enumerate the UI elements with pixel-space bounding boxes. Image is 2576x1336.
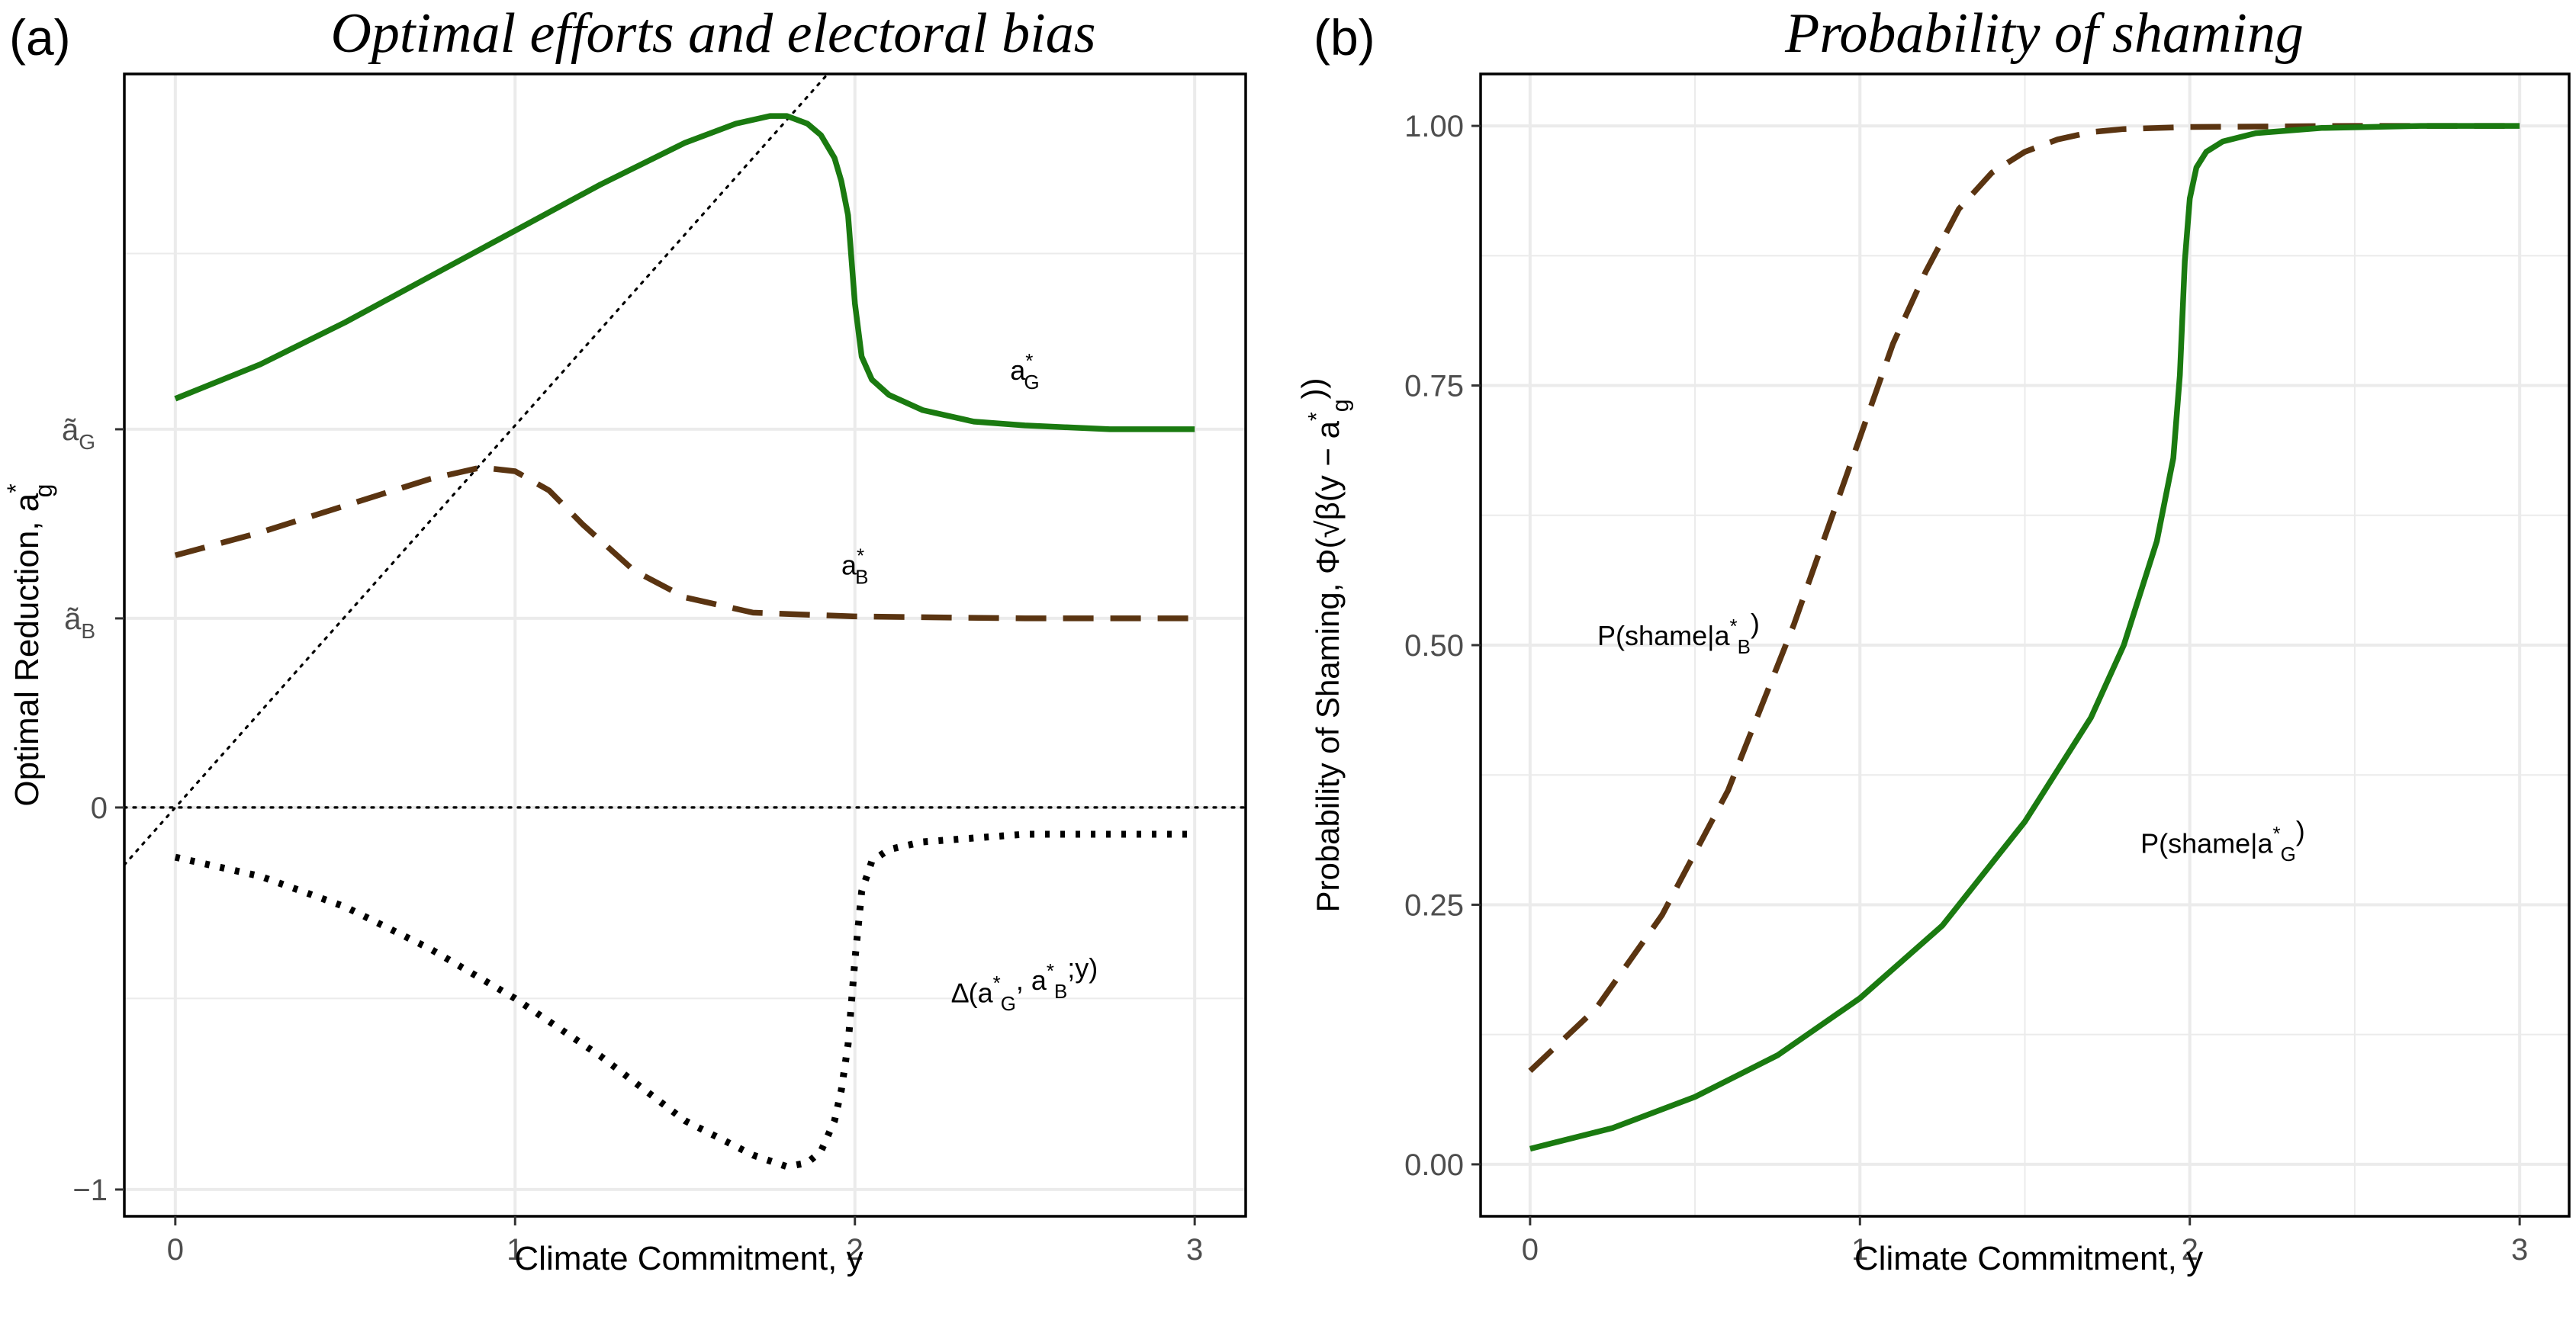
x-tick-label: 2	[2182, 1233, 2198, 1267]
panel-a-label: (a)	[9, 9, 71, 66]
label-aG-sup: *	[1025, 349, 1033, 372]
grid	[124, 74, 1246, 1216]
series-line	[174, 830, 1195, 1171]
chart-title: Probability of shaming	[1784, 2, 2304, 65]
x-tick-label: 2	[847, 1233, 863, 1267]
y-tick-text: 0.25	[1404, 888, 1464, 922]
label-p-shame-b-part: )	[1751, 608, 1760, 639]
y-tick-subscript: G	[79, 430, 95, 454]
diagonal-line	[124, 74, 830, 866]
y-tick-label: ãB	[64, 602, 95, 643]
y-axis-label-text: Optimal Reduction, a	[8, 493, 46, 806]
y-tick-label: 0.25	[1404, 888, 1464, 922]
y-tick-label: 0.00	[1404, 1148, 1464, 1182]
x-tick-label: 0	[167, 1233, 184, 1267]
label-p-shame-g-part: *	[2273, 824, 2281, 845]
y-tick-label: 0.75	[1404, 370, 1464, 403]
x-axis-label: Climate Commitment, y	[1854, 1240, 2203, 1277]
y-tick-text: 1.00	[1404, 110, 1464, 143]
label-aG-sub: G	[1024, 371, 1039, 393]
label-aG: a* G	[1010, 349, 1039, 393]
label-p-shame-g-part: )	[2296, 815, 2305, 846]
y-tick-text: 0	[91, 792, 108, 825]
grid	[1481, 74, 2569, 1216]
label-delta-part: *	[993, 973, 1001, 994]
series-line	[1529, 123, 2520, 1152]
label-p-shame-b-part: B	[1738, 637, 1751, 658]
y-axis-label-part: *	[1304, 412, 1330, 421]
y-tick-label: ãG	[62, 413, 95, 454]
label-aB-sub: B	[855, 565, 868, 588]
y-axis-label-sup: *	[2, 483, 30, 493]
label-aB: a* B	[841, 544, 869, 588]
y-tick-text: 0.50	[1404, 629, 1464, 663]
y-axis-label: Probability of Shaming, Φ(√β(y − a*g))	[1295, 377, 1354, 912]
label-aG-base: a	[1010, 355, 1026, 386]
label-delta-part: ∆(a	[952, 977, 994, 1008]
series-line	[174, 113, 1195, 432]
plot-area	[1528, 123, 2520, 1152]
y-tick-label: 0	[91, 792, 108, 825]
y-tick-label: −1	[72, 1174, 108, 1207]
panel-b-label: (b)	[1314, 9, 1375, 66]
x-tick-label: 3	[2511, 1233, 2528, 1267]
plot-area	[124, 74, 1246, 1171]
x-tick-label: 0	[1522, 1233, 1539, 1267]
label-delta-part: , a	[1016, 965, 1047, 996]
y-tick-text: 0.00	[1404, 1148, 1464, 1182]
chart-title: Optimal efforts and electoral bias	[330, 2, 1095, 65]
label-aB-sup: *	[857, 544, 864, 567]
y-axis-label-part: ))	[1295, 377, 1331, 399]
x-tick-label: 3	[1186, 1233, 1203, 1267]
label-p-shame-g: P(shame|a*G)	[2140, 815, 2305, 866]
y-axis-label-part: g	[1329, 399, 1354, 412]
y-tick-label: 0.50	[1404, 629, 1464, 663]
label-delta-part: ;y)	[1067, 952, 1098, 984]
x-tick-label: 1	[507, 1233, 523, 1267]
y-tick-text: ã	[62, 413, 79, 447]
x-tick-label: 1	[1851, 1233, 1868, 1267]
y-axis-label-sub: g	[30, 484, 57, 498]
label-delta-part: G	[1001, 994, 1016, 1015]
y-tick-text: −1	[72, 1174, 108, 1207]
label-p-shame-b-part: P(shame|a	[1597, 620, 1730, 651]
y-tick-text: ã	[64, 602, 82, 636]
label-delta-part: B	[1054, 981, 1067, 1003]
series-line	[174, 464, 1195, 621]
label-p-shame-b: P(shame|a*B)	[1597, 608, 1760, 658]
y-tick-label: 1.00	[1404, 110, 1464, 143]
y-tick-subscript: B	[81, 619, 95, 643]
y-tick-text: 0.75	[1404, 370, 1464, 403]
chart-panel-b: 0 1 2 3 0.00 0.25 0.50 0.75 1.00 Probability of s…	[1295, 2, 2571, 1277]
x-axis-label: Climate Commitment, y	[514, 1240, 863, 1277]
label-delta: ∆(a*G, a*B;y)	[952, 952, 1098, 1015]
label-aB-base: a	[841, 549, 857, 580]
label-p-shame-g-part: G	[2281, 844, 2296, 866]
label-p-shame-b-part: *	[1729, 616, 1737, 637]
plot-frame	[123, 72, 1247, 1218]
y-axis-label: Optimal Reduction, a*g	[2, 483, 57, 806]
y-axis-label-group: Probability of Shaming, Φ(√β(y − a*g))	[1295, 377, 1354, 912]
label-delta-part: *	[1047, 961, 1054, 982]
y-axis-label-part: Probability of Shaming, Φ(√β(y − a	[1310, 420, 1346, 912]
label-p-shame-g-part: P(shame|a	[2140, 827, 2273, 859]
